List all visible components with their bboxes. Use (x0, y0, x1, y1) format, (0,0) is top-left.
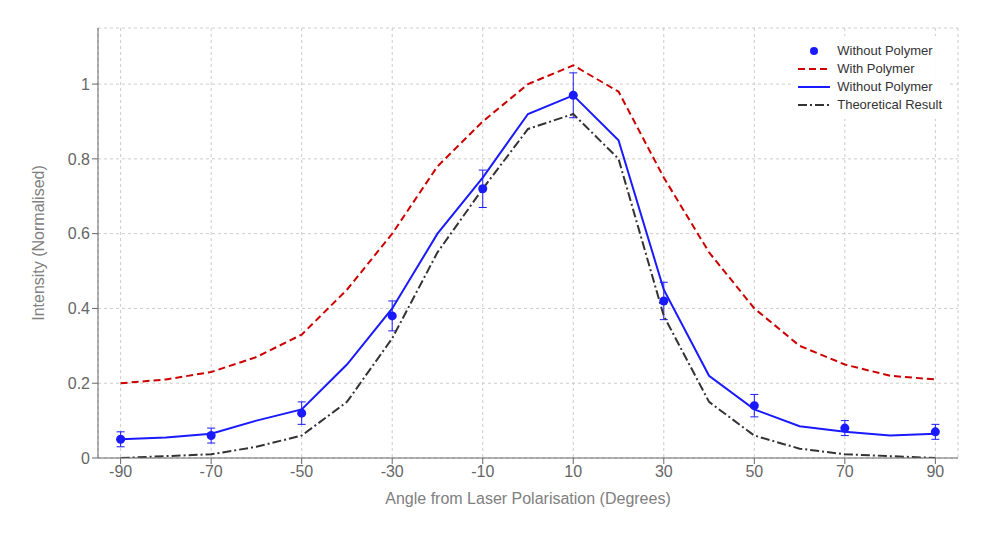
svg-text:-10: -10 (471, 463, 494, 480)
svg-text:-30: -30 (381, 463, 404, 480)
html-text:Theoretical Result: Theoretical Result (837, 97, 942, 112)
svg-text:-70: -70 (200, 463, 223, 480)
svg-text:-50: -50 (290, 463, 313, 480)
html-text:With Polymer: With Polymer (837, 61, 915, 76)
svg-text:10: 10 (564, 463, 582, 480)
svg-text:30: 30 (655, 463, 673, 480)
svg-text:70: 70 (836, 463, 854, 480)
svg-text:-90: -90 (109, 463, 132, 480)
svg-text:0.8: 0.8 (68, 151, 90, 168)
svg-text:0.2: 0.2 (68, 375, 90, 392)
svg-text:0.6: 0.6 (68, 225, 90, 242)
svg-text:Angle from Laser Polarisation: Angle from Laser Polarisation (Degrees) (385, 490, 670, 507)
svg-text:1: 1 (81, 76, 90, 93)
svg-text:0: 0 (81, 450, 90, 467)
html-text:Without Polymer: Without Polymer (837, 43, 933, 58)
svg-text:90: 90 (926, 463, 944, 480)
svg-text:Intensity (Normalised): Intensity (Normalised) (30, 165, 47, 321)
svg-text:50: 50 (745, 463, 763, 480)
html-text:Without Polymer: Without Polymer (837, 79, 933, 94)
svg-text:0.4: 0.4 (68, 300, 90, 317)
